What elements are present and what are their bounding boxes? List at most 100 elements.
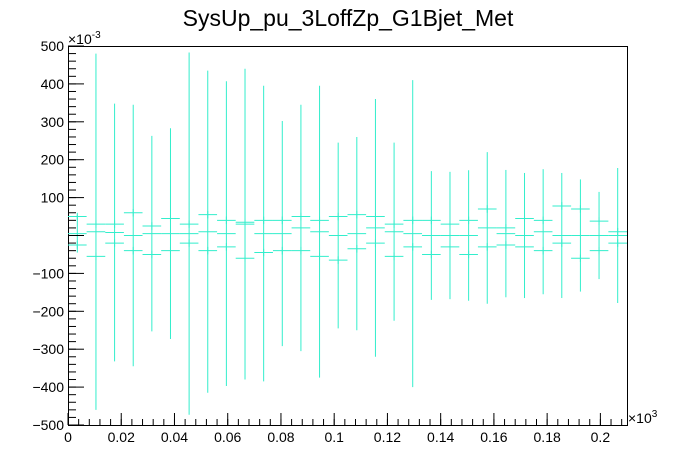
x-axis: 0 0.02 0.04 0.06 0.08 0.1 0.12 0.14 0.16 0.18 0.2	[64, 413, 623, 445]
data-point	[179, 220, 199, 228]
data-point	[105, 220, 124, 228]
data-point	[198, 210, 218, 219]
data-point	[515, 172, 534, 299]
data-point	[235, 254, 255, 263]
data-point	[328, 256, 348, 264]
data-point	[440, 243, 460, 251]
y-tick-label: −400	[32, 379, 64, 395]
data-point	[310, 85, 329, 378]
x-tick-label: 0.12	[374, 429, 401, 445]
data-point	[161, 128, 180, 339]
data-point	[384, 220, 404, 228]
data-point	[68, 212, 87, 221]
x-tick-label: 0.06	[214, 429, 241, 445]
data-point	[179, 52, 199, 415]
y-tick-label: −200	[32, 303, 64, 319]
data-point	[608, 239, 627, 247]
data-point	[403, 216, 423, 225]
data-point	[310, 252, 329, 261]
data-point	[272, 121, 292, 347]
data-point	[440, 171, 460, 300]
y-tick-label: 300	[41, 114, 65, 130]
data-point	[161, 246, 180, 255]
data-point	[86, 53, 106, 410]
data-point	[422, 250, 441, 259]
data-point	[198, 246, 218, 255]
data-point	[217, 243, 236, 251]
data-point	[347, 210, 367, 219]
x-tick-label: 0.18	[534, 429, 561, 445]
x-tick-label: 0	[64, 429, 72, 445]
x-axis-exponent: ×103	[628, 409, 658, 426]
x-tick-label: 0.04	[161, 429, 188, 445]
data-point	[477, 205, 497, 213]
data-point	[347, 136, 367, 331]
data-point	[496, 169, 516, 298]
data-point	[328, 212, 348, 221]
data-point	[217, 81, 236, 386]
y-axis-exponent: ×10-3	[68, 30, 101, 47]
data-point	[571, 179, 590, 292]
y-tick-label: −300	[32, 341, 64, 357]
data-point	[254, 216, 273, 225]
data-point	[310, 216, 329, 225]
data-layer	[68, 52, 627, 415]
data-point	[571, 254, 590, 263]
data-point	[291, 104, 311, 352]
data-point	[123, 246, 143, 255]
data-point	[403, 243, 423, 251]
data-point	[105, 103, 124, 362]
data-point	[254, 85, 273, 382]
data-point	[533, 216, 553, 225]
data-point	[217, 216, 236, 225]
data-point	[552, 202, 572, 210]
data-point	[477, 152, 497, 304]
data-point	[366, 99, 385, 357]
data-point	[589, 191, 609, 280]
data-point	[86, 252, 106, 261]
data-point	[198, 70, 218, 393]
data-point	[142, 135, 162, 332]
data-point	[589, 246, 609, 255]
x-tick-label: 0.14	[427, 429, 454, 445]
data-point	[589, 217, 609, 225]
y-tick-label: −100	[32, 265, 64, 281]
data-point	[552, 172, 572, 299]
data-point	[515, 243, 534, 251]
data-point	[496, 224, 516, 232]
data-point	[384, 252, 404, 261]
data-point	[235, 218, 255, 227]
x-tick-label: 0.1	[324, 429, 344, 445]
data-point	[440, 220, 460, 228]
data-point	[272, 246, 292, 255]
data-point	[422, 171, 441, 300]
data-point	[161, 214, 180, 223]
data-point	[608, 227, 627, 236]
data-point	[291, 212, 311, 221]
chart-title: SysUp_pu_3LoffZp_G1Bjet_Met	[183, 5, 514, 31]
x-tick-label: 0.16	[480, 429, 507, 445]
data-point	[272, 216, 292, 225]
y-tick-label: 200	[41, 152, 65, 168]
data-point	[533, 169, 553, 295]
x-tick-label: 0.02	[108, 429, 135, 445]
data-point	[68, 241, 87, 249]
y-tick-label: −500	[32, 417, 64, 433]
data-point	[384, 142, 404, 321]
data-point	[496, 241, 516, 249]
data-point	[347, 244, 367, 253]
data-point	[142, 222, 162, 230]
data-point	[142, 250, 162, 259]
data-point	[422, 216, 441, 225]
data-point	[123, 208, 143, 217]
data-point	[328, 142, 348, 329]
data-point	[254, 248, 273, 257]
x-tick-label: 0.08	[267, 429, 294, 445]
data-point	[291, 246, 311, 255]
y-tick-label: 100	[41, 190, 65, 206]
y-tick-label: 400	[41, 76, 65, 92]
data-point	[477, 243, 497, 251]
data-point	[403, 80, 423, 388]
data-point	[533, 246, 553, 255]
